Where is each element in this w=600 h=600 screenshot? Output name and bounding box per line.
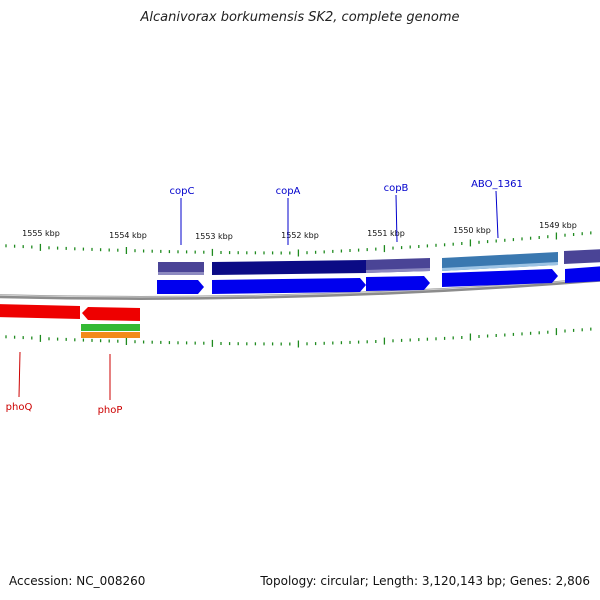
leader-line-ABO_1361 bbox=[495, 190, 499, 239]
genome-backbone bbox=[0, 277, 600, 300]
scale-label-1555: 1555 kbp bbox=[22, 229, 60, 238]
cds-arrow-phoP[interactable] bbox=[82, 307, 140, 321]
scale-label-1550: 1550 kbp bbox=[453, 226, 491, 235]
gene-label-copC[interactable]: copC bbox=[170, 186, 195, 197]
cds-arrow-phoQ[interactable] bbox=[0, 304, 80, 319]
cog-bar-next bbox=[564, 249, 600, 264]
gene-label-phoQ[interactable]: phoQ bbox=[6, 402, 33, 413]
genome-backbone-highlight bbox=[0, 278, 600, 298]
bottom-tick-row bbox=[5, 327, 592, 348]
cog-bar-phoP-green bbox=[81, 324, 140, 331]
cds-arrow-copA[interactable] bbox=[212, 278, 366, 294]
gene-label-copB[interactable]: copB bbox=[384, 183, 409, 194]
cog-bar-copC-shade bbox=[158, 272, 204, 275]
cds-arrow-copB[interactable] bbox=[366, 276, 430, 291]
scale-label-1552: 1552 kbp bbox=[281, 231, 319, 240]
scale-label-1554: 1554 kbp bbox=[109, 231, 147, 240]
gene-label-copA[interactable]: copA bbox=[276, 186, 301, 197]
scale-label-1553: 1553 kbp bbox=[195, 232, 233, 241]
cog-bar-ABO_1361-shade bbox=[442, 262, 558, 271]
cog-bar-copB-shade bbox=[366, 268, 430, 273]
scale-label-1549: 1549 kbp bbox=[539, 221, 577, 230]
cog-bar-phoP-orange bbox=[81, 332, 140, 338]
cds-arrow-copC[interactable] bbox=[157, 280, 204, 294]
gene-label-phoP[interactable]: phoP bbox=[98, 405, 123, 416]
map-title: Alcanivorax borkumensis SK2, complete ge… bbox=[140, 10, 460, 25]
gene-label-ABO_1361[interactable]: ABO_1361 bbox=[471, 179, 523, 190]
cog-bar-copC bbox=[158, 262, 204, 275]
leader-line-phoQ bbox=[18, 351, 21, 398]
accession-text: Accession: NC_008260 bbox=[9, 574, 146, 588]
scale-label-1551: 1551 kbp bbox=[367, 229, 405, 238]
cds-arrow-ABO_1361[interactable] bbox=[442, 269, 558, 287]
top-tick-row bbox=[5, 231, 592, 257]
genome-summary-text: Topology: circular; Length: 3,120,143 bp… bbox=[260, 574, 590, 588]
leader-line-copB bbox=[395, 194, 398, 243]
cog-bar-copA bbox=[212, 260, 366, 275]
cds-arrow-next[interactable] bbox=[565, 266, 600, 283]
